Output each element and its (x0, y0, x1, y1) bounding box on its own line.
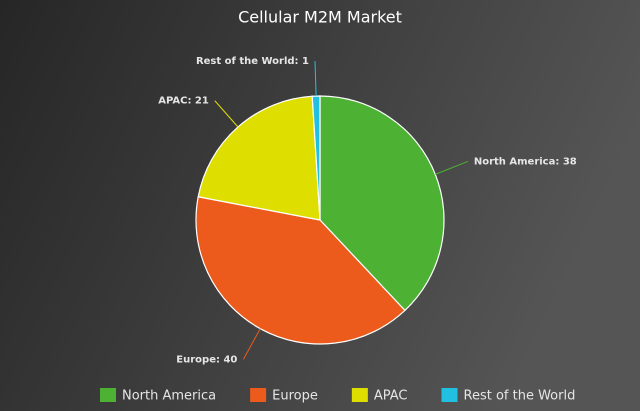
legend-swatch (351, 388, 368, 402)
label-connector (242, 328, 261, 360)
data-label: North America: 38 (474, 156, 577, 167)
legend-swatch (441, 388, 458, 402)
label-connector (314, 61, 317, 97)
data-label: APAC: 21 (158, 96, 209, 107)
legend-label: Rest of the World (464, 389, 576, 404)
data-label: Rest of the World: 1 (196, 56, 309, 67)
label-connector (435, 161, 469, 175)
legend-swatch (250, 388, 267, 402)
legend-label: APAC (374, 389, 408, 404)
legend-swatch (100, 388, 116, 402)
legend-label: North America (122, 389, 216, 404)
chart-title: Cellular M2M Market (238, 8, 402, 27)
data-label: Europe: 40 (176, 354, 237, 365)
label-connector (214, 100, 239, 128)
legend-label: Europe (272, 389, 318, 404)
pie-slice (311, 95, 321, 221)
